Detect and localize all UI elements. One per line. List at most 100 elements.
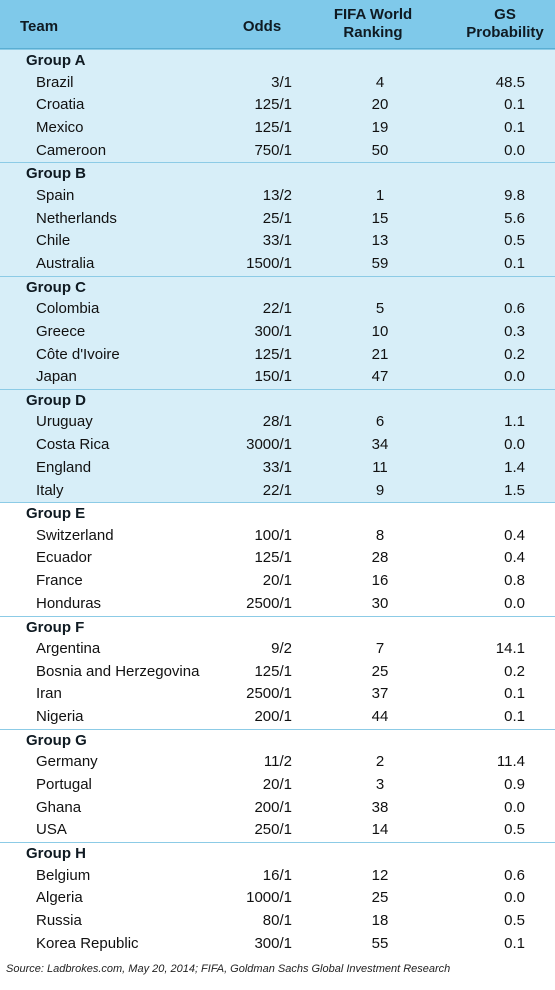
gs-probability-value: 48.5 (495, 73, 525, 91)
odds-value: 300/1 (254, 322, 292, 340)
gs-probability-value: 0.8 (504, 572, 525, 590)
odds-value: 16/1 (262, 866, 292, 884)
odds-value: 100/1 (254, 526, 292, 544)
table-row: Croatia 125/1 20 0.1 (0, 94, 555, 117)
table-row: Uruguay 28/1 6 1.1 (0, 411, 555, 434)
fifa-ranking-value: 9 (375, 481, 385, 499)
gs-probability-value: 1.4 (504, 458, 525, 476)
group-name: Group D (26, 391, 86, 409)
table-row: Germany 11/2 2 11.4 (0, 751, 555, 774)
fifa-ranking-value: 11 (372, 458, 388, 476)
fifa-ranking-value: 37 (371, 685, 389, 703)
fifa-ranking-value: 2 (375, 753, 385, 771)
gs-probability-value: 0.1 (504, 118, 525, 136)
team-name: Colombia (36, 300, 100, 318)
odds-value: 3000/1 (246, 436, 292, 454)
team-name: Netherlands (36, 209, 117, 227)
fifa-ranking-value: 5 (375, 300, 385, 318)
odds-value: 22/1 (262, 300, 292, 318)
column-header-fifa-line2: Ranking (343, 24, 403, 41)
fifa-ranking-value: 44 (371, 708, 389, 726)
table-row: Chile 33/1 13 0.5 (0, 230, 555, 253)
gs-probability-value: 1.1 (504, 413, 525, 431)
table-row: Ecuador 125/1 28 0.4 (0, 547, 555, 570)
group-header: Group C (0, 275, 555, 299)
odds-value: 33/1 (262, 232, 292, 250)
gs-probability-value: 14.1 (495, 640, 525, 657)
column-header-fifa-line1: FIFA World (333, 6, 413, 23)
gs-probability-value: 0.3 (504, 322, 525, 340)
odds-value: 125/1 (254, 96, 292, 114)
table-row: Iran 2500/1 37 0.1 (0, 683, 555, 706)
team-name: Costa Rica (36, 436, 110, 454)
group-header: Group D (0, 388, 555, 412)
fifa-ranking-value: 47 (371, 368, 389, 386)
fifa-ranking-value: 12 (371, 866, 389, 884)
gs-probability-value: 0.0 (504, 141, 525, 159)
team-name: Korea Republic (36, 934, 139, 952)
gs-probability-value: 9.8 (504, 186, 525, 204)
fifa-ranking-value: 25 (371, 662, 389, 680)
fifa-ranking-value: 13 (371, 232, 389, 250)
odds-value: 2500/1 (246, 685, 292, 703)
team-name: Australia (36, 254, 95, 272)
table-row: Argentina 9/2 7 14.1 (0, 638, 555, 661)
fifa-ranking-value: 16 (371, 572, 389, 590)
table-row: Australia 1500/1 59 0.1 (0, 253, 555, 276)
table-row: Russia 80/1 18 0.5 (0, 910, 555, 933)
group-header: Group H (0, 842, 555, 865)
team-name: Ghana (36, 798, 82, 816)
team-name: Italy (36, 481, 64, 499)
team-name: Chile (36, 232, 71, 250)
gs-probability-value: 0.1 (504, 254, 525, 272)
team-name: Mexico (36, 118, 84, 136)
odds-value: 125/1 (254, 345, 292, 363)
odds-value: 13/2 (262, 186, 292, 204)
fifa-ranking-value: 38 (371, 798, 389, 816)
fifa-ranking-value: 4 (375, 73, 385, 91)
gs-probability-value: 11.4 (496, 753, 525, 771)
table-row: Mexico 125/1 19 0.1 (0, 117, 555, 140)
fifa-ranking-value: 1 (375, 186, 385, 204)
table-header: Team Odds FIFA World Ranking GS Probabil… (0, 0, 555, 49)
odds-value: 1000/1 (246, 889, 292, 907)
fifa-ranking-value: 21 (371, 345, 389, 363)
gs-probability-value: 5.6 (504, 209, 525, 227)
gs-probability-value: 0.6 (504, 866, 525, 884)
gs-probability-value: 0.0 (504, 368, 525, 386)
group-name: Group G (26, 731, 87, 749)
odds-value: 11/2 (263, 753, 292, 771)
group-name: Group E (26, 505, 86, 523)
table-row: Greece 300/1 10 0.3 (0, 321, 555, 344)
table-row: Italy 22/1 9 1.5 (0, 480, 555, 503)
team-name: Spain (36, 186, 75, 204)
group-header: Group G (0, 728, 555, 752)
table-row: Switzerland 100/1 8 0.4 (0, 525, 555, 548)
team-name: Japan (36, 368, 77, 386)
gs-probability-value: 0.5 (504, 912, 525, 929)
gs-probability-value: 0.5 (504, 232, 525, 250)
team-name: France (36, 572, 83, 590)
team-name: Honduras (36, 594, 102, 612)
odds-value: 9/2 (271, 640, 292, 657)
group-header: Group E (0, 502, 555, 525)
table-row: Japan 150/1 47 0.0 (0, 366, 555, 389)
odds-value: 1500/1 (246, 254, 292, 272)
table-row: Algeria 1000/1 25 0.0 (0, 887, 555, 910)
table-row: Colombia 22/1 5 0.6 (0, 298, 555, 321)
fifa-ranking-value: 55 (371, 934, 389, 952)
gs-probability-value: 0.4 (504, 526, 525, 544)
odds-value: 750/1 (254, 141, 292, 159)
team-name: England (36, 458, 92, 476)
odds-value: 20/1 (262, 776, 292, 793)
gs-probability-value: 0.0 (504, 594, 525, 612)
gs-probability-value: 0.0 (504, 798, 525, 816)
odds-value: 28/1 (262, 413, 292, 431)
group-header: Group B (0, 162, 555, 185)
fifa-ranking-value: 28 (371, 549, 389, 567)
table-row: Brazil 3/1 4 48.5 (0, 72, 555, 95)
fifa-ranking-value: 8 (375, 526, 385, 544)
team-name: Portugal (36, 776, 92, 793)
fifa-ranking-value: 20 (371, 96, 389, 114)
